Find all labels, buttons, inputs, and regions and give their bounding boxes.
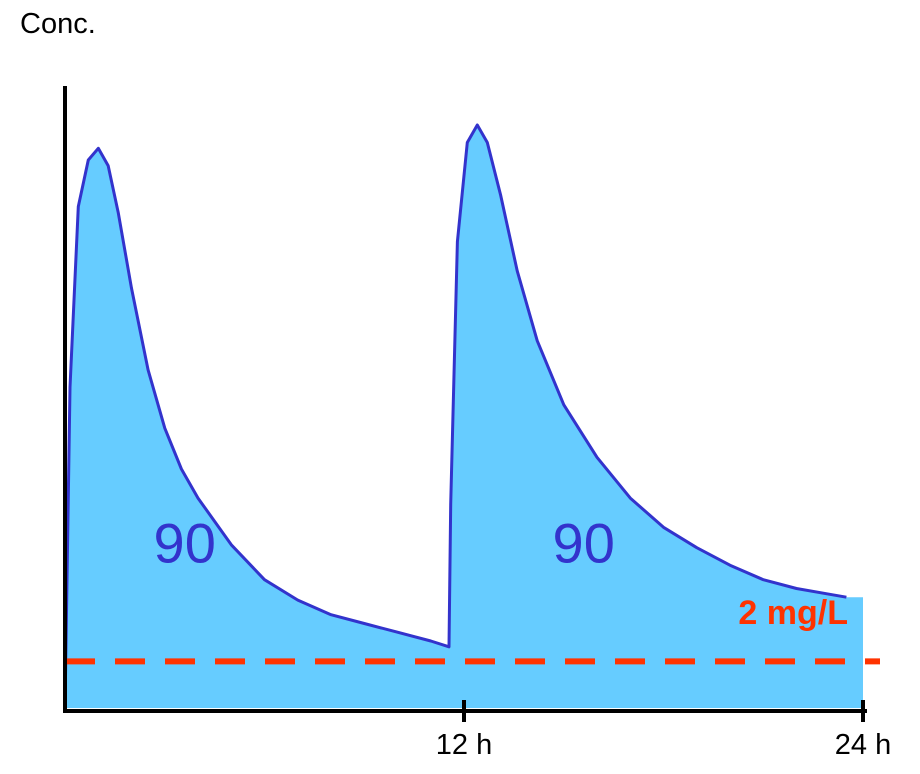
area-layer bbox=[63, 123, 863, 709]
area-annotation: 90 bbox=[154, 511, 216, 574]
threshold-label: 2 mg/L bbox=[738, 594, 848, 632]
area-annotation: 90 bbox=[553, 511, 615, 574]
concentration-curve bbox=[63, 123, 847, 709]
x-tick-label: 12 h bbox=[436, 729, 492, 761]
threshold-layer: 2 mg/L bbox=[65, 594, 880, 665]
y-axis-label: Conc. bbox=[20, 8, 96, 40]
x-tick-label: 24 h bbox=[835, 729, 891, 761]
axes-layer bbox=[63, 86, 867, 722]
text-layer: Conc. 12 h 24 h 90 90 bbox=[20, 8, 891, 761]
area-fill bbox=[65, 125, 863, 708]
